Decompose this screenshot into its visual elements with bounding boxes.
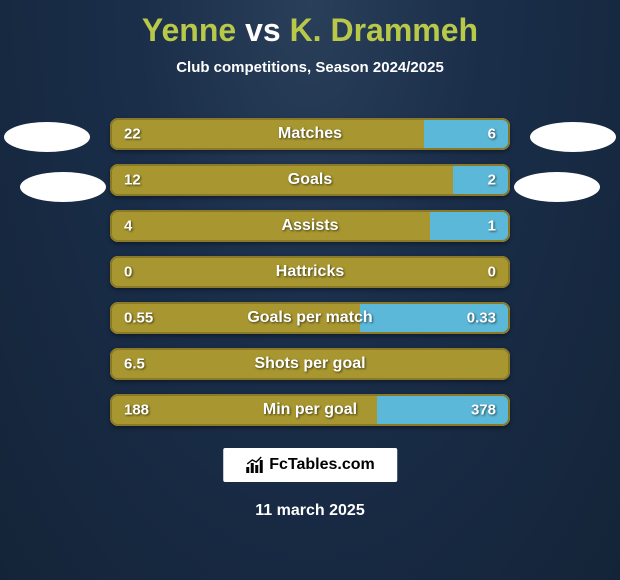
stat-left-value: 22	[124, 126, 141, 143]
stat-row: 0 0 Hattricks	[110, 256, 510, 288]
brand-chart-icon	[245, 456, 263, 474]
player2-name: K. Drammeh	[290, 12, 479, 48]
bar-left-fill	[110, 210, 430, 242]
bar-left-fill	[110, 118, 424, 150]
bar-right-fill	[453, 164, 510, 196]
player1-club-logo	[4, 122, 90, 152]
stat-row: 4 1 Assists	[110, 210, 510, 242]
stats-bars: 22 6 Matches 12 2 Goals 4 1 Assists 0 0 Hattricks 0.…	[110, 118, 510, 440]
stat-left-value: 0.55	[124, 310, 153, 327]
stat-label: Hattricks	[276, 263, 344, 281]
stat-left-value: 12	[124, 172, 141, 189]
stat-right-value: 0.33	[467, 310, 496, 327]
comparison-title: Yenne vs K. Drammeh	[0, 0, 620, 49]
player1-name: Yenne	[142, 12, 236, 48]
brand-text: FcTables.com	[269, 456, 375, 474]
stat-row: 6.5 Shots per goal	[110, 348, 510, 380]
stat-label: Goals per match	[247, 309, 372, 327]
brand-badge: FcTables.com	[223, 448, 397, 482]
stat-label: Matches	[278, 125, 342, 143]
vs-text: vs	[245, 12, 281, 48]
stat-right-value: 0	[488, 264, 496, 281]
stat-right-value: 1	[488, 218, 496, 235]
stat-row: 188 378 Min per goal	[110, 394, 510, 426]
stat-label: Assists	[282, 217, 339, 235]
player2-flag	[514, 172, 600, 202]
bar-right-fill	[430, 210, 510, 242]
stat-right-value: 2	[488, 172, 496, 189]
stat-row: 0.55 0.33 Goals per match	[110, 302, 510, 334]
stat-right-value: 378	[471, 402, 496, 419]
player2-club-logo	[530, 122, 616, 152]
stat-label: Min per goal	[263, 401, 357, 419]
stat-row: 12 2 Goals	[110, 164, 510, 196]
stat-left-value: 188	[124, 402, 149, 419]
stat-left-value: 6.5	[124, 356, 145, 373]
stat-right-value: 6	[488, 126, 496, 143]
subtitle: Club competitions, Season 2024/2025	[0, 59, 620, 76]
stat-left-value: 0	[124, 264, 132, 281]
bar-left-fill	[110, 164, 453, 196]
stat-label: Shots per goal	[254, 355, 365, 373]
stat-row: 22 6 Matches	[110, 118, 510, 150]
bar-right-fill	[424, 118, 510, 150]
date-text: 11 march 2025	[255, 502, 364, 520]
stat-left-value: 4	[124, 218, 132, 235]
stat-label: Goals	[288, 171, 332, 189]
player1-flag	[20, 172, 106, 202]
